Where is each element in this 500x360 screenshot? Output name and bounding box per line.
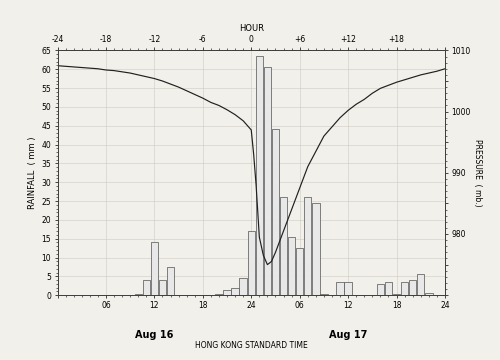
Bar — [158, 280, 166, 295]
Bar — [256, 56, 263, 295]
Bar — [248, 231, 255, 295]
Text: HONG KONG STANDARD TIME: HONG KONG STANDARD TIME — [195, 341, 308, 350]
Bar — [240, 278, 247, 295]
Bar — [142, 280, 150, 295]
Bar — [150, 243, 158, 295]
Bar — [272, 130, 279, 295]
Bar — [401, 282, 408, 295]
Bar — [393, 294, 400, 295]
Bar — [264, 67, 271, 295]
Bar — [409, 280, 416, 295]
Bar — [232, 288, 239, 295]
Text: Aug 16: Aug 16 — [135, 330, 173, 340]
Bar — [344, 282, 352, 295]
Y-axis label: RAINFALL  ( mm ): RAINFALL ( mm ) — [28, 136, 38, 209]
Bar — [304, 197, 312, 295]
Bar — [417, 274, 424, 295]
Bar — [134, 294, 142, 295]
Bar — [312, 203, 320, 295]
X-axis label: HOUR: HOUR — [239, 24, 264, 33]
Bar — [224, 289, 230, 295]
Text: Aug 17: Aug 17 — [329, 330, 368, 340]
Bar — [215, 294, 222, 295]
Bar — [376, 284, 384, 295]
Bar — [336, 282, 344, 295]
Y-axis label: PRESSURE  ( mb.): PRESSURE ( mb.) — [474, 139, 482, 207]
Bar — [385, 282, 392, 295]
Bar — [425, 293, 432, 295]
Bar — [280, 197, 287, 295]
Bar — [320, 294, 328, 295]
Bar — [167, 267, 174, 295]
Bar — [296, 248, 304, 295]
Bar — [288, 237, 296, 295]
